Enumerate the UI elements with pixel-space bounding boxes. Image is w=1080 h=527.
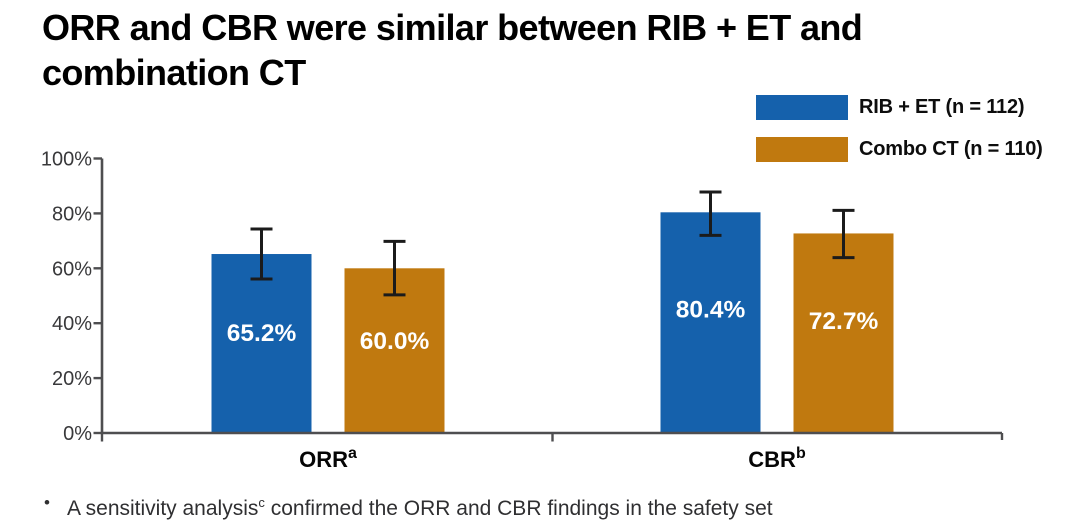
legend-label-combo-ct: Combo CT (n = 110) bbox=[859, 138, 1043, 160]
bar-value-label: 65.2% bbox=[227, 320, 297, 347]
y-tick-label: 60% bbox=[52, 258, 92, 280]
footnote-text-rest: confirmed the ORR and CBR findings in th… bbox=[264, 497, 773, 520]
legend-swatch-combo-ct bbox=[756, 137, 848, 162]
x-category-label-orr: ORRa bbox=[299, 445, 357, 472]
bar-value-label: 80.4% bbox=[676, 296, 746, 323]
legend-item-rib-et: RIB + ET (n = 112) bbox=[756, 95, 1043, 120]
slide-title: ORR and CBR were similar between RIB + E… bbox=[42, 7, 863, 93]
y-tick-label: 40% bbox=[52, 313, 92, 335]
footnote-text: A sensitivity analysisc confirmed the OR… bbox=[67, 490, 773, 522]
y-tick-label: 80% bbox=[52, 203, 92, 225]
y-tick-label: 0% bbox=[63, 423, 92, 445]
legend-swatch-rib-et bbox=[756, 95, 848, 120]
bar-cbr-series-0 bbox=[660, 212, 761, 433]
footnote: • A sensitivity analysisc confirmed the … bbox=[44, 490, 773, 522]
legend-item-combo-ct: Combo CT (n = 110) bbox=[756, 137, 1043, 162]
footnote-text-main: A sensitivity analysis bbox=[66, 497, 259, 520]
bar-value-label: 72.7% bbox=[809, 308, 879, 335]
bar-cbr-series-1 bbox=[793, 233, 894, 433]
bar-orr-series-0 bbox=[211, 254, 312, 433]
bar-value-label: 60.0% bbox=[360, 328, 430, 355]
x-category-label-cbr: CBRb bbox=[748, 445, 806, 472]
legend-label-rib-et: RIB + ET (n = 112) bbox=[859, 96, 1025, 118]
footnote-superscript: c bbox=[258, 495, 265, 510]
footnote-bullet: • bbox=[44, 493, 50, 512]
y-tick-label: 100% bbox=[41, 149, 92, 171]
legend: RIB + ET (n = 112) Combo CT (n = 110) bbox=[756, 95, 1043, 179]
y-tick-label: 20% bbox=[52, 368, 92, 390]
